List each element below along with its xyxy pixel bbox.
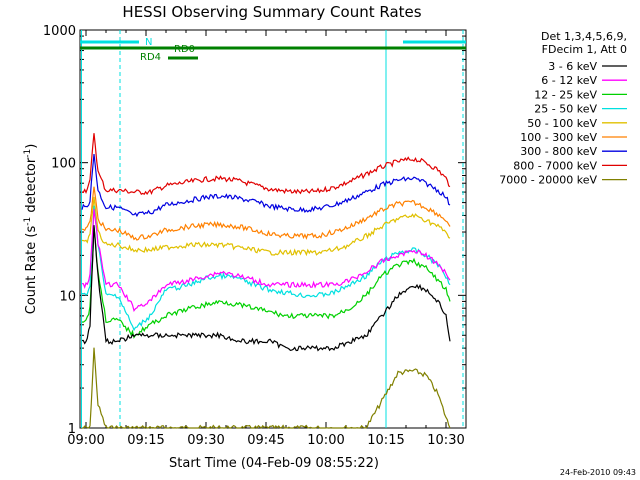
plot-border: [79, 29, 467, 429]
x-tick-label: 09:00: [67, 433, 104, 448]
x-tick-label: 10:15: [367, 433, 404, 448]
series-line: [81, 154, 451, 218]
legend-entry-label: 100 - 300 keV: [520, 131, 597, 144]
y-label-part: detector: [24, 157, 39, 217]
y-tick-label: 10: [59, 289, 76, 304]
x-tick-label: 09:45: [247, 433, 284, 448]
legend-entry-label: 50 - 100 keV: [527, 117, 597, 130]
legend: Det 1,3,4,5,6,9, FDecim 1, Att 0 3 - 6 k…: [499, 30, 627, 187]
y-axis-label: Count Rate (s-1 detector-1): [23, 144, 39, 315]
series-layer: [81, 133, 451, 430]
series-line: [82, 209, 451, 312]
legend-header-line: FDecim 1, Att 0: [542, 43, 627, 56]
legend-header-line: Det 1,3,4,5,6,9,: [541, 30, 627, 43]
axes: 09:00 09:15 09:30 09:45 10:00 10:15 10:30 1 10 10…: [43, 24, 466, 448]
legend-entry-label: 800 - 7000 keV: [513, 159, 597, 172]
y-tick-label: 1: [68, 422, 76, 437]
y-label-sup: -1: [23, 217, 33, 226]
rd4-label: RD4: [140, 52, 161, 63]
series-line: [81, 186, 451, 241]
legend-entry-label: 25 - 50 keV: [534, 103, 597, 116]
legend-entry-label: 12 - 25 keV: [534, 88, 597, 101]
series-line: [82, 347, 451, 430]
series-line: [81, 196, 451, 257]
series-line: [81, 133, 451, 196]
y-tick-label: 100: [51, 157, 76, 172]
y-label-part: Count Rate (s: [24, 226, 39, 315]
saa-label: N: [145, 37, 152, 48]
x-axis-label: Start Time (04-Feb-09 08:55:22): [169, 456, 379, 471]
series-line: [81, 227, 451, 339]
legend-entry-label: 6 - 12 keV: [541, 74, 597, 87]
x-tick-label: 09:30: [187, 433, 224, 448]
plot-area: [79, 29, 467, 429]
legend-entry-label: 7000 - 20000 keV: [499, 174, 597, 187]
chart-title: HESSI Observing Summary Count Rates: [122, 3, 421, 21]
timestamp: 24-Feb-2010 09:43: [560, 468, 636, 477]
y-label-sup: -1: [23, 149, 33, 158]
series-line: [82, 225, 451, 352]
x-tick-label: 09:15: [127, 433, 164, 448]
y-tick-label: 1000: [43, 24, 76, 39]
x-tick-label: 10:30: [427, 433, 464, 448]
legend-entry-label: 3 - 6 keV: [548, 60, 597, 73]
legend-entry-label: 300 - 800 keV: [520, 145, 597, 158]
annotation-layer: N RD0 RD4: [80, 30, 466, 428]
y-label-part: ): [24, 144, 39, 149]
x-tick-label: 10:00: [307, 433, 344, 448]
